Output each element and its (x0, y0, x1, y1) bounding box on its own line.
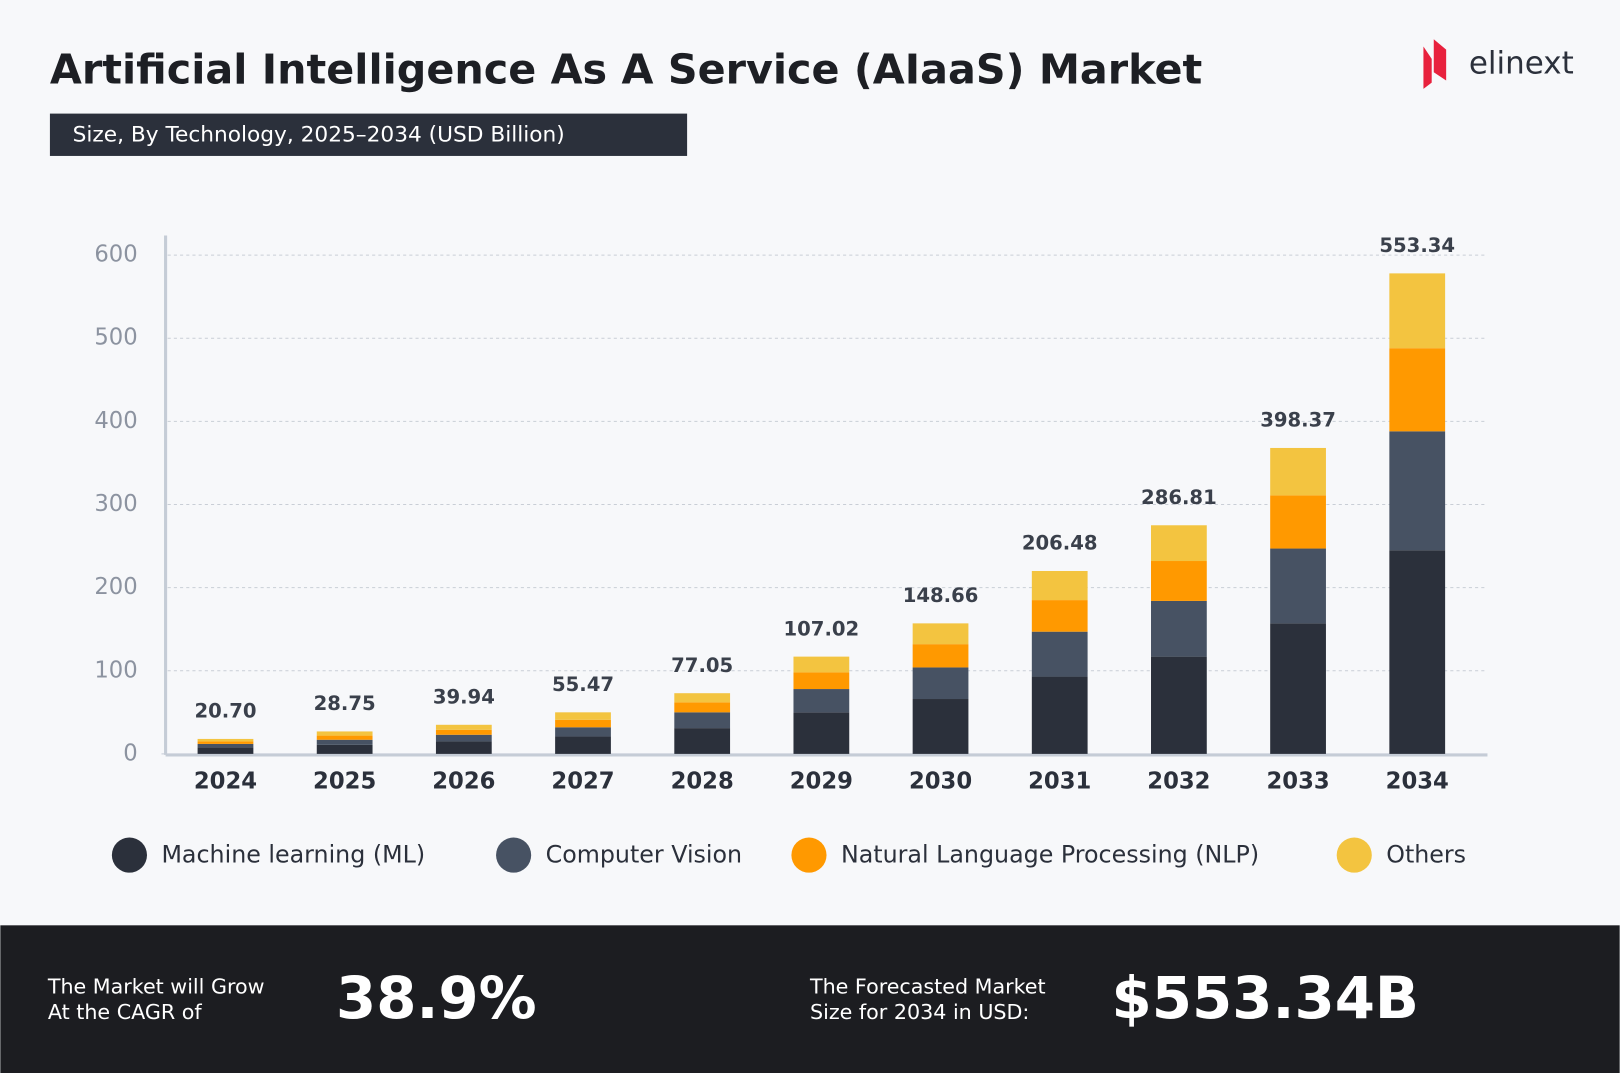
bar-segment (555, 719, 611, 728)
legend-swatch (791, 837, 827, 873)
y-tick-label: 500 (94, 325, 137, 351)
bar-segment (435, 729, 492, 735)
bar-segment (1270, 495, 1326, 549)
brand-name: elinext (1469, 46, 1574, 82)
bar-segment (912, 667, 969, 700)
cagr-value: 38.9% (336, 964, 537, 1032)
bar-segment (793, 672, 850, 690)
y-tick-label: 600 (94, 242, 137, 268)
bar-segment (912, 623, 969, 645)
forecast-label: Size for 2034 in USD: (810, 1000, 1029, 1024)
bar-segment (1151, 656, 1207, 754)
bar-segment (793, 689, 850, 713)
bar-segment (1031, 631, 1088, 677)
bar-segment (1031, 600, 1088, 632)
bar-segment (316, 735, 373, 740)
bar-segment (197, 738, 254, 742)
bar-segment (1031, 570, 1088, 601)
bar-segment (197, 747, 254, 754)
total-label: 107.02 (784, 617, 860, 640)
x-tick-label: 2028 (671, 768, 734, 794)
total-label: 398.37 (1260, 409, 1336, 432)
bar-segment (674, 728, 731, 754)
x-tick-label: 2031 (1028, 768, 1091, 794)
bar-segment (674, 693, 731, 703)
total-label: 553.34 (1379, 234, 1455, 257)
chart-title: Artificial Intelligence As A Service (AI… (50, 45, 1202, 93)
x-tick-label: 2033 (1266, 768, 1329, 794)
bar-segment (316, 731, 373, 736)
total-label: 286.81 (1141, 486, 1217, 509)
bar-segment (912, 699, 969, 754)
bar-segment (793, 712, 850, 754)
total-label: 148.66 (903, 584, 979, 607)
bar-segment (1270, 548, 1326, 624)
bar-segment (1389, 431, 1446, 551)
y-tick-label: 300 (94, 491, 137, 517)
x-tick-label: 2030 (909, 768, 972, 794)
legend-swatch (1336, 837, 1372, 873)
x-tick-label: 2032 (1147, 768, 1210, 794)
x-tick-label: 2029 (790, 768, 853, 794)
bar-segment (1151, 525, 1207, 562)
total-label: 77.05 (671, 654, 733, 677)
legend-swatch (496, 837, 532, 873)
bar-segment (1151, 561, 1207, 601)
total-label: 20.70 (194, 700, 256, 723)
bar-segment (1031, 676, 1088, 754)
legend-label: Natural Language Processing (NLP) (841, 841, 1259, 869)
bar-segment (793, 656, 850, 673)
legend-label: Machine learning (ML) (161, 841, 425, 869)
cagr-label: The Market will Grow (47, 974, 265, 998)
x-tick-label: 2025 (313, 768, 376, 794)
bar-segment (316, 739, 373, 745)
bar-segment (1270, 447, 1326, 496)
bar-segment (435, 741, 492, 754)
total-label: 39.94 (433, 685, 495, 708)
bar-segment (435, 724, 492, 730)
chart-subtitle: Size, By Technology, 2025–2034 (USD Bill… (73, 122, 565, 147)
bar-segment (674, 702, 731, 713)
total-label: 28.75 (314, 692, 376, 715)
legend-swatch (111, 837, 147, 873)
total-label: 206.48 (1022, 532, 1098, 555)
x-tick-label: 2027 (551, 768, 614, 794)
bar-segment (674, 712, 731, 729)
bar-segment (555, 712, 611, 720)
y-tick-label: 400 (94, 408, 137, 434)
bar-segment (555, 727, 611, 737)
total-label: 55.47 (552, 673, 614, 696)
bar-segment (197, 743, 254, 748)
subtitle-box (49, 113, 688, 156)
bar-segment (1270, 623, 1326, 754)
x-tick-label: 2034 (1386, 768, 1449, 794)
bar-segment (435, 734, 492, 742)
bar-segment (197, 741, 254, 744)
x-tick-label: 2026 (432, 768, 495, 794)
legend-label: Computer Vision (546, 841, 743, 869)
forecast-value: $553.34B (1112, 964, 1419, 1032)
bar-segment (1389, 348, 1446, 432)
y-tick-label: 100 (94, 657, 137, 683)
bar-segment (912, 644, 969, 668)
forecast-label: The Forecasted Market (809, 974, 1046, 998)
bar-segment (555, 736, 611, 754)
y-tick-label: 0 (123, 740, 137, 766)
bar-segment (1151, 600, 1207, 657)
x-tick-label: 2024 (194, 768, 257, 794)
cagr-label: At the CAGR of (48, 1000, 203, 1024)
footer-band (0, 925, 1620, 1073)
bar-segment (1389, 550, 1446, 754)
bar-segment (1389, 273, 1446, 349)
legend-label: Others (1386, 841, 1466, 869)
y-tick-label: 200 (94, 574, 137, 600)
brand-logo (1423, 39, 1447, 89)
bar-segment (316, 744, 373, 754)
